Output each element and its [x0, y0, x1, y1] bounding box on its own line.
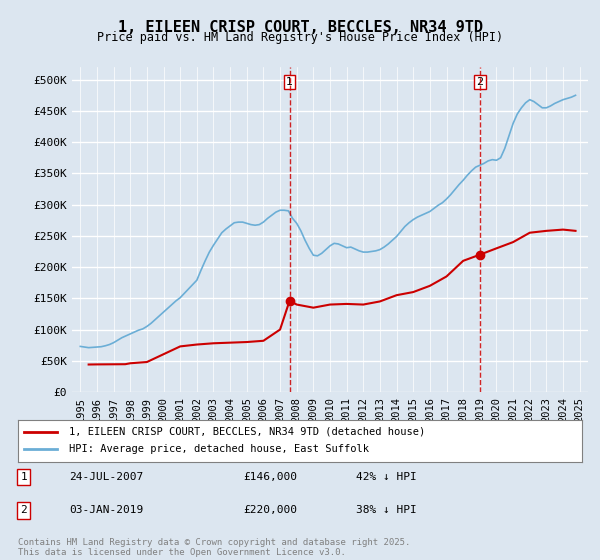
Text: £146,000: £146,000: [244, 472, 298, 482]
Text: 38% ↓ HPI: 38% ↓ HPI: [356, 506, 417, 516]
Text: 24-JUL-2007: 24-JUL-2007: [69, 472, 143, 482]
Text: HPI: Average price, detached house, East Suffolk: HPI: Average price, detached house, East…: [69, 445, 369, 454]
Text: 2: 2: [476, 77, 484, 87]
Text: 2: 2: [20, 506, 27, 516]
Text: Contains HM Land Registry data © Crown copyright and database right 2025.
This d: Contains HM Land Registry data © Crown c…: [18, 538, 410, 557]
Text: £220,000: £220,000: [244, 506, 298, 516]
Text: 1, EILEEN CRISP COURT, BECCLES, NR34 9TD (detached house): 1, EILEEN CRISP COURT, BECCLES, NR34 9TD…: [69, 427, 425, 437]
Text: 1: 1: [20, 472, 27, 482]
Text: 03-JAN-2019: 03-JAN-2019: [69, 506, 143, 516]
Text: 1, EILEEN CRISP COURT, BECCLES, NR34 9TD: 1, EILEEN CRISP COURT, BECCLES, NR34 9TD: [118, 20, 482, 35]
Text: Price paid vs. HM Land Registry's House Price Index (HPI): Price paid vs. HM Land Registry's House …: [97, 31, 503, 44]
Text: 1: 1: [286, 77, 293, 87]
Text: 42% ↓ HPI: 42% ↓ HPI: [356, 472, 417, 482]
